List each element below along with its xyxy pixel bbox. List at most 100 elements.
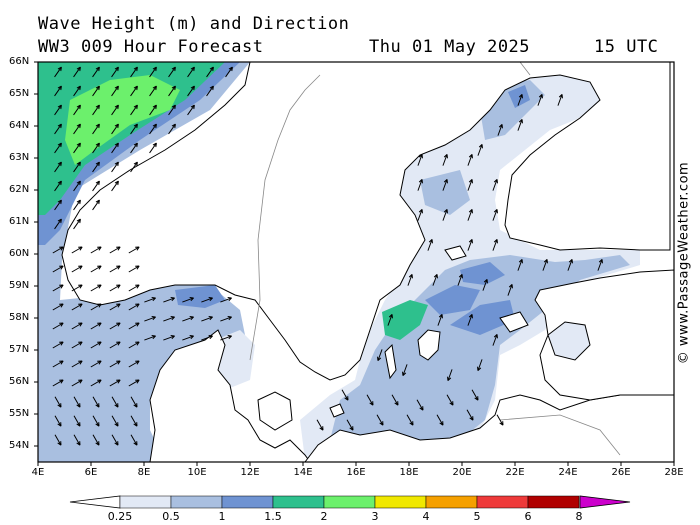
forecast-date: Thu 01 May 2025: [369, 37, 531, 57]
wave-arrow: [201, 297, 213, 303]
wave-arrow: [482, 279, 488, 291]
wave-arrow: [417, 154, 423, 166]
land-aland: [444, 245, 467, 261]
field-baltic-dark-3: [460, 262, 505, 285]
wave-arrow: [391, 394, 399, 406]
wave-arrow: [201, 335, 213, 341]
wave-arrow: [149, 104, 157, 116]
lat-label: 63N: [9, 152, 30, 163]
wave-arrow: [90, 341, 102, 349]
wave-arrow: [168, 66, 176, 78]
wave-arrow: [182, 297, 194, 303]
wave-arrow: [109, 265, 121, 273]
colorbar-segment: [221, 495, 274, 509]
wave-arrow: [163, 297, 175, 303]
lon-label: 10E: [187, 467, 207, 478]
colorbar-left-triangle: [69, 495, 121, 509]
wave-arrow: [467, 209, 473, 221]
wave-arrow: [130, 434, 138, 446]
lat-label: 66N: [9, 56, 30, 67]
wave-arrow: [149, 85, 157, 97]
wave-arrow: [168, 104, 176, 116]
wave-arrow: [220, 316, 232, 322]
wave-arrow: [467, 239, 473, 251]
colorbar-segment: [374, 495, 427, 509]
wave-arrow: [71, 246, 83, 254]
lon-label: 28E: [664, 467, 684, 478]
wave-arrow: [73, 66, 81, 78]
lat-label: 61N: [9, 216, 30, 227]
wave-arrow: [128, 246, 140, 254]
wave-arrow: [73, 161, 81, 173]
colorbar-segment: [119, 495, 172, 509]
wave-arrow: [537, 94, 543, 106]
wave-arrow: [90, 322, 102, 330]
colorbar: [69, 495, 631, 509]
wave-arrow: [130, 161, 138, 173]
wave-arrow: [54, 180, 62, 192]
wave-arrow: [130, 123, 138, 135]
land-baltics: [534, 269, 675, 401]
lat-label: 60N: [9, 248, 30, 259]
land-oland: [384, 343, 397, 380]
credit-text: © www.PassageWeather.com: [676, 161, 692, 365]
wave-arrow: [92, 85, 100, 97]
wave-arrow: [436, 414, 444, 426]
wave-arrow: [109, 246, 121, 254]
wave-arrow: [71, 284, 83, 292]
field-baltic-mid-2: [420, 170, 470, 215]
borders: [249, 61, 621, 456]
border-norway-sweden: [249, 74, 321, 361]
lat-label: 62N: [9, 184, 30, 195]
lon-label: 12E: [240, 467, 260, 478]
wave-arrow: [54, 104, 62, 116]
forecast-time: 15 UTC: [594, 37, 659, 57]
wave-arrow: [206, 85, 214, 97]
wave-arrow: [109, 341, 121, 349]
wave-arrow: [73, 218, 81, 230]
wave-arrow: [54, 66, 62, 78]
wave-arrow: [557, 94, 563, 106]
wave-arrow: [109, 379, 121, 387]
wave-arrow: [168, 123, 176, 135]
wave-arrow: [417, 179, 423, 191]
wave-arrow: [73, 85, 81, 97]
wave-arrow: [54, 199, 62, 211]
wave-arrow: [73, 180, 81, 192]
colorbar-label: 2: [320, 510, 328, 523]
wave-arrow: [517, 119, 523, 131]
field-green: [65, 75, 180, 165]
colorbar-label: 1.5: [264, 510, 282, 523]
colorbar-label: 5: [473, 510, 481, 523]
wave-arrow: [316, 419, 324, 431]
lon-label: 20E: [452, 467, 472, 478]
lat-label: 65N: [9, 88, 30, 99]
wave-arrow: [437, 314, 443, 326]
wave-arrow: [90, 303, 102, 311]
wave-arrow: [90, 246, 102, 254]
axis-ticks: [34, 61, 675, 466]
wave-height-field: [38, 62, 640, 462]
wave-arrow: [225, 66, 233, 78]
wave-arrow: [144, 316, 156, 322]
lat-label: 56N: [9, 376, 30, 387]
wave-arrow: [73, 415, 81, 427]
wave-arrow: [90, 284, 102, 292]
wave-arrow: [149, 142, 157, 154]
border-south: [499, 414, 621, 456]
wave-arrow: [149, 66, 157, 78]
wave-arrow: [128, 265, 140, 273]
wave-arrow: [111, 396, 119, 408]
wave-arrow: [111, 104, 119, 116]
lon-label: 24E: [558, 467, 578, 478]
land-saaremaa: [499, 311, 529, 333]
wave-arrow: [92, 396, 100, 408]
wave-arrow: [492, 209, 498, 221]
wave-arrow: [128, 341, 140, 349]
wave-arrow: [517, 259, 523, 271]
colorbar-segment: [425, 495, 478, 509]
land-zealand: [257, 391, 293, 431]
wave-arrow: [130, 415, 138, 427]
wave-arrow: [377, 349, 383, 361]
colorbar-segment: [527, 495, 580, 509]
